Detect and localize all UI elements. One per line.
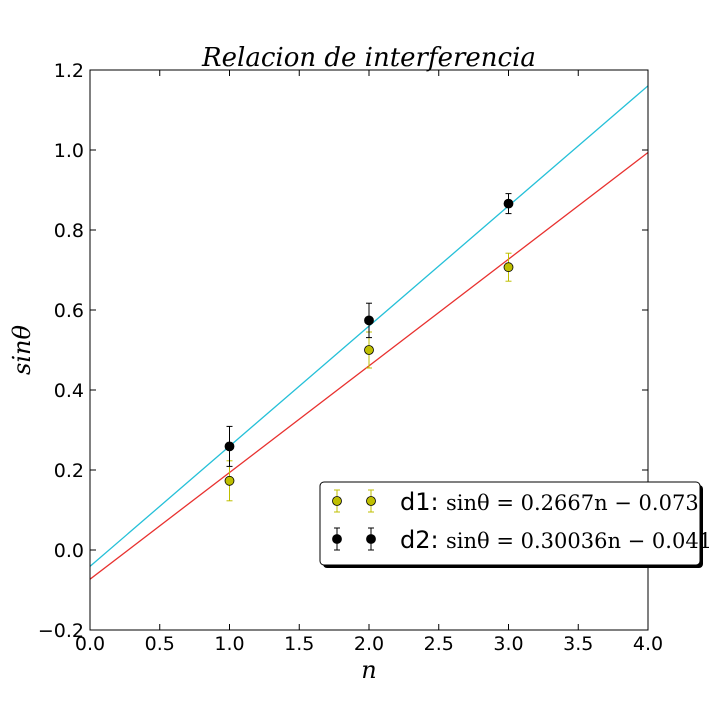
x-axis-title: n (361, 656, 376, 684)
y-tick-label: 0.0 (54, 540, 84, 562)
x-tick-label: 4.0 (633, 633, 663, 655)
chart-title: Relacion de interferencia (201, 43, 536, 73)
data-point-d2 (503, 198, 514, 209)
x-tick-label: 1.5 (284, 633, 314, 655)
x-tick-label: 1.0 (214, 633, 244, 655)
legend: d1: sinθ = 0.2667n − 0.073 d2: sinθ = 0.300… (319, 481, 712, 568)
data-point-d2 (224, 441, 235, 452)
y-tick-label: −0.2 (38, 620, 84, 642)
y-tick-label: 1.0 (54, 140, 84, 162)
legend-marker-d2 (366, 534, 376, 544)
x-tick-label: 2.0 (354, 633, 384, 655)
x-tick-label: 3.0 (493, 633, 523, 655)
x-tick-label: 0.0 (75, 633, 105, 655)
y-axis-title: sinθ (8, 325, 36, 375)
data-point-d1 (224, 475, 235, 486)
plot-content (90, 85, 648, 580)
y-tick-label: 1.2 (54, 60, 84, 82)
legend-label-d1: d1: (400, 488, 439, 516)
y-tick-label: 0.4 (54, 380, 84, 402)
axis-ticks: 0.0 0.5 1.0 1.5 2.0 2.5 3.0 3.5 4.0−0.20.00.20.4… (38, 60, 663, 655)
legend-box (319, 481, 701, 566)
data-point-d1 (364, 345, 374, 355)
x-tick-label: 3.5 (563, 633, 593, 655)
x-tick-label: 0.5 (145, 633, 175, 655)
legend-label-d2: d2: (400, 526, 439, 554)
data-point-d2 (364, 315, 374, 326)
legend-marker-d1 (332, 496, 342, 506)
legend-equation-d2: sinθ = 0.30036n − 0.041 (446, 529, 712, 553)
legend-equation-d1: sinθ = 0.2667n − 0.073 (446, 491, 699, 515)
data-point-d1 (503, 262, 514, 273)
legend-marker-d1 (366, 496, 376, 506)
legend-marker-d2 (332, 534, 342, 544)
y-tick-label: 0.6 (54, 300, 84, 322)
x-tick-label: 2.5 (424, 633, 454, 655)
y-tick-label: 0.8 (54, 220, 84, 242)
y-tick-label: 0.2 (54, 460, 84, 482)
